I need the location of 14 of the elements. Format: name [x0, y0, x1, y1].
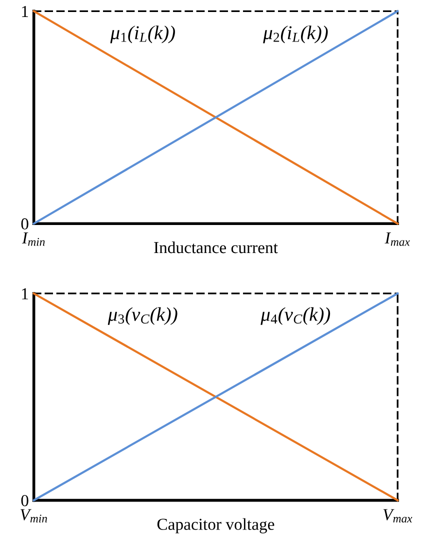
y-tick-label: 1 [22, 6, 28, 17]
series-label: μ$_{2}$(i$_{L}$(k)) [263, 26, 328, 44]
y-tick-label: 0 [21, 495, 28, 506]
series-label: μ$_{1}$(i$_{L}$(k)) [110, 26, 175, 44]
series-label: μ$_{3}$(v$_{C}$(k)) [108, 307, 178, 325]
x-tick-label: V$_{max}$ [383, 509, 412, 523]
x-tick-label: I$_{min}$ [22, 232, 45, 246]
x-tick-label: I$_{max}$ [384, 232, 410, 246]
x-tick-label: V$_{min}$ [20, 509, 48, 522]
x-axis-title: Capacitor voltage [157, 518, 274, 534]
series-label: μ$_{4}$(v$_{C}$(k)) [260, 307, 330, 325]
x-axis-title: Inductance current [154, 241, 278, 254]
y-tick-label: 1 [22, 288, 28, 300]
y-tick-label: 0 [21, 218, 28, 230]
